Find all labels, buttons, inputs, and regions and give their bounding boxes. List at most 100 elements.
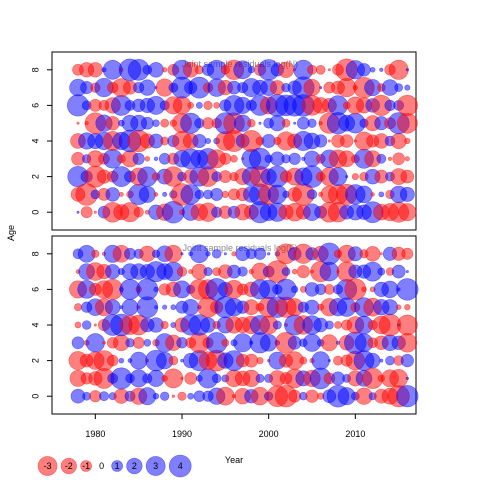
residual-bubble: [303, 79, 321, 97]
legend-bubble: [37, 456, 58, 476]
residual-bubble: [180, 252, 184, 256]
legend-label: 4: [178, 461, 183, 471]
panel-logN-y-axis: 0 2 4 6 8: [30, 67, 52, 215]
residual-bubble: [391, 264, 406, 279]
residual-bubble: [327, 359, 331, 363]
residual-bubble: [307, 118, 317, 128]
residual-bubble: [221, 338, 230, 347]
residual-bubble: [104, 299, 121, 316]
legend-label: -1: [82, 461, 90, 471]
residual-bubble: [376, 153, 387, 164]
y-tick-label: 2: [30, 174, 40, 179]
residual-bubble: [299, 356, 308, 365]
residual-bubble: [396, 112, 418, 134]
residual-bubble: [258, 121, 262, 125]
residual-bubble: [153, 156, 159, 161]
y-tick-label: 6: [30, 103, 40, 108]
residual-bubble: [382, 299, 398, 316]
residual-bubble: [314, 134, 328, 148]
residual-bubble: [139, 79, 156, 96]
residual-bubble: [221, 190, 229, 198]
residual-bubble: [237, 266, 248, 277]
residual-bubble: [390, 132, 407, 150]
residual-bubble: [398, 203, 417, 222]
residual-bubble: [91, 249, 100, 258]
panel-logF-bubbles: [68, 242, 419, 408]
residual-bubble: [320, 334, 338, 352]
residual-bubble: [99, 391, 109, 402]
y-tick-label: 8: [30, 251, 40, 256]
residual-bubble: [385, 355, 395, 366]
residual-bubble: [152, 393, 160, 400]
residual-bubble: [370, 192, 375, 197]
residual-bubble: [401, 247, 414, 260]
residual-bubble: [319, 86, 323, 90]
x-axis-label: Year: [225, 455, 243, 465]
residual-bubble: [395, 304, 402, 310]
residual-bubble: [364, 352, 381, 369]
residual-bubble: [180, 376, 184, 380]
residual-bubble: [164, 244, 183, 263]
residual-bubble: [396, 314, 418, 336]
residual-bubble: [304, 299, 320, 315]
residual-bubble: [377, 267, 386, 276]
residual-bubble: [74, 303, 82, 312]
residual-bubble: [192, 133, 207, 149]
residual-bubble: [153, 286, 159, 293]
residual-bubble: [396, 385, 419, 408]
residual-bubble: [203, 100, 213, 110]
residual-bubble: [76, 121, 80, 125]
y-axis-label: Age: [6, 225, 16, 241]
residual-bubble: [379, 252, 383, 256]
residual-bubble: [74, 321, 82, 329]
legend-bubble: [145, 456, 166, 476]
residual-bubble: [233, 333, 253, 353]
residual-bubble: [93, 323, 97, 327]
residual-bubble: [162, 67, 168, 73]
residual-bubble: [397, 333, 418, 353]
residual-bubble: [176, 266, 188, 277]
residual-bubble: [327, 139, 331, 143]
residual-bubble: [404, 156, 410, 162]
residual-bubble: [267, 252, 271, 256]
residual-bubble: [387, 156, 393, 161]
residual-bubble: [80, 206, 93, 219]
legend-label: -3: [44, 461, 52, 471]
residual-bubble: [118, 357, 125, 364]
residual-bubble: [379, 358, 384, 363]
residual-bubble: [392, 152, 405, 166]
residual-bubble: [256, 357, 264, 365]
residual-bubble: [187, 392, 195, 400]
residual-bubble: [305, 389, 319, 403]
y-tick-label: 8: [30, 67, 40, 72]
residual-bubble: [102, 341, 106, 345]
residual-bubble: [168, 355, 179, 366]
y-tick-label: 6: [30, 287, 40, 292]
residual-bubble: [405, 68, 409, 72]
y-tick-label: 0: [30, 394, 40, 399]
residual-bubble: [219, 152, 232, 165]
residual-bubble: [361, 286, 367, 293]
legend-label: 0: [99, 461, 104, 471]
residual-bubble: [324, 284, 335, 295]
x-tick-label: 2010: [345, 429, 365, 439]
residual-bubble: [194, 189, 204, 200]
residual-bubble: [396, 94, 418, 116]
residual-bubble: [162, 304, 168, 310]
residual-bubble: [394, 83, 403, 92]
residual-bubble: [213, 102, 220, 109]
residual-bubble: [389, 369, 408, 388]
residual-bubble: [81, 320, 92, 330]
residual-bubble: [378, 191, 385, 198]
residual-bubble: [160, 320, 169, 330]
residual-bubble: [133, 207, 144, 218]
legend-label: -2: [65, 461, 73, 471]
residual-bubble: [355, 185, 373, 204]
residual-bubble: [211, 249, 222, 259]
residual-bubble: [259, 334, 278, 352]
residual-bubble: [277, 61, 295, 78]
residual-bubble: [364, 246, 381, 262]
size-legend: -3 -2 -1 0 1 2 3 4: [37, 454, 192, 478]
residual-bubble: [162, 191, 168, 197]
